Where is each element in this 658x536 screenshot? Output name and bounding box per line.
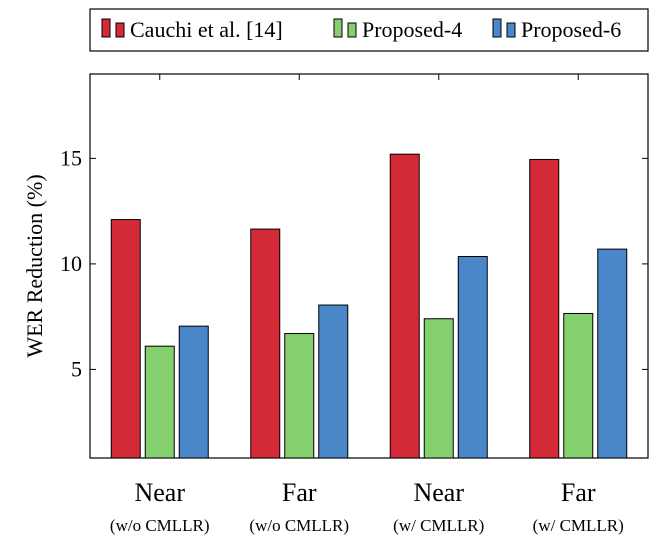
category-label: Far <box>282 478 317 507</box>
category-label: Near <box>134 478 185 507</box>
y-tick-label: 10 <box>60 251 82 276</box>
legend-label: Cauchi et al. [14] <box>130 17 283 42</box>
y-axis: 5 10 15 <box>60 145 648 381</box>
plot-area <box>89 73 649 459</box>
legend-box <box>89 8 649 52</box>
legend-swatch <box>333 18 343 38</box>
bar <box>457 256 488 459</box>
bar <box>423 318 454 459</box>
legend-swatch <box>492 18 502 38</box>
bar <box>250 228 281 459</box>
category-labels: Near (w/o CMLLR) Far (w/o CMLLR) Near (w/ CML… <box>110 478 624 535</box>
category-sublabel: (w/o CMLLR) <box>249 516 349 535</box>
bar <box>178 325 209 459</box>
bar <box>597 248 628 459</box>
legend-swatch <box>115 22 125 38</box>
y-axis-label: WER Reduction (%) <box>22 174 47 357</box>
bar <box>144 345 175 459</box>
category-sublabel: (w/o CMLLR) <box>110 516 210 535</box>
category-sublabel: (w/ CMLLR) <box>533 516 624 535</box>
legend: Cauchi et al. [14] Proposed-4 Proposed-6 <box>89 8 649 52</box>
y-tick-label: 5 <box>71 356 82 381</box>
category-label: Far <box>561 478 596 507</box>
x-axis <box>159 74 579 458</box>
bar <box>318 304 349 459</box>
legend-label: Proposed-4 <box>362 17 462 42</box>
bar <box>389 153 420 459</box>
category-label: Near <box>413 478 464 507</box>
legend-swatch <box>101 18 111 38</box>
y-tick-label: 15 <box>60 145 82 170</box>
bar <box>529 158 560 459</box>
bars <box>110 153 628 459</box>
legend-label: Proposed-6 <box>521 17 621 42</box>
legend-swatch <box>347 22 357 38</box>
category-sublabel: (w/ CMLLR) <box>393 516 484 535</box>
bar <box>563 312 594 459</box>
bar <box>284 333 315 459</box>
legend-swatch <box>506 22 516 38</box>
bar <box>110 219 141 459</box>
